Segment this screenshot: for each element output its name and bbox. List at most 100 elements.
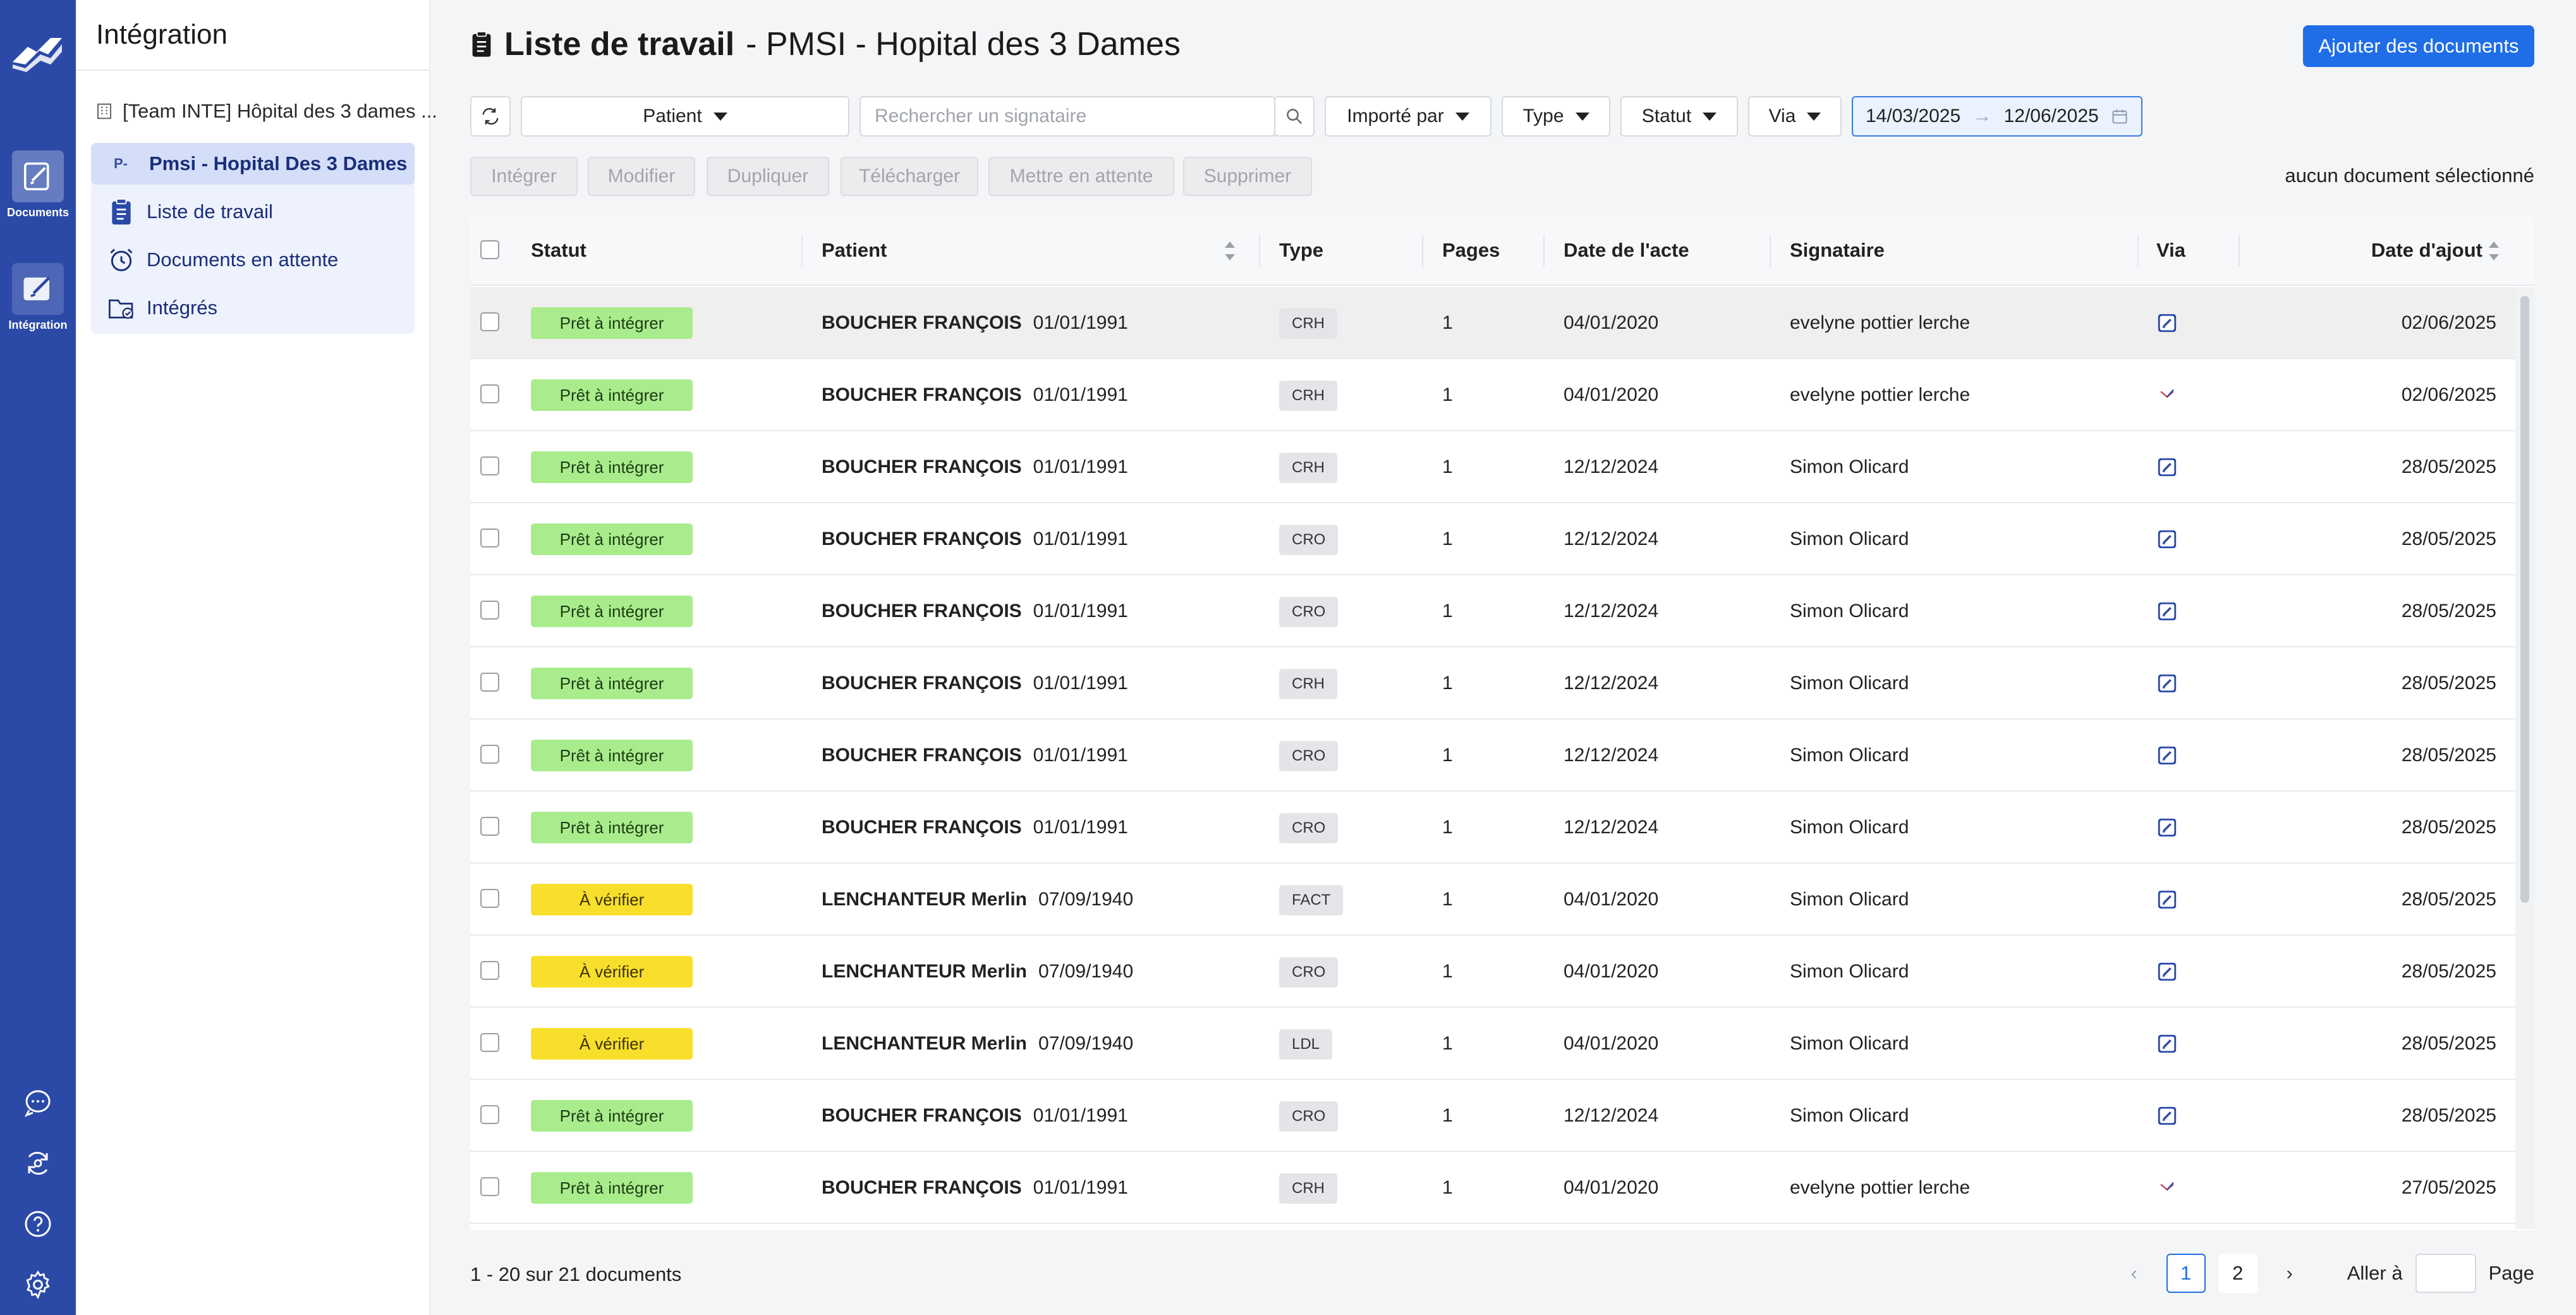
patient-cell[interactable]: LENCHANTEUR Merlin 07/09/1940: [822, 864, 1133, 936]
row-checkbox[interactable]: [480, 817, 499, 836]
column-header-status[interactable]: Statut: [531, 239, 586, 261]
patient-cell[interactable]: BOUCHER FRANÇOIS 01/01/1991: [822, 575, 1128, 647]
column-header-patient[interactable]: Patient: [822, 239, 887, 261]
table-row[interactable]: À vérifier LENCHANTEUR Merlin 07/09/1940 CR…: [470, 936, 2515, 1008]
column-header-pages[interactable]: Pages: [1442, 239, 1500, 261]
table-row[interactable]: Prêt à intégrer BOUCHER FRANÇOIS 01/01/199…: [470, 575, 2515, 647]
table-row[interactable]: À vérifier LENCHANTEUR Merlin 07/09/1940 FA…: [470, 864, 2515, 936]
patient-cell[interactable]: BOUCHER FRANÇOIS 01/01/1991: [822, 503, 1128, 575]
previous-page-icon[interactable]: ‹: [2130, 1262, 2137, 1284]
sort-icon[interactable]: [1225, 242, 1235, 260]
act-date-cell: 12/12/2024: [1564, 529, 1659, 549]
row-checkbox[interactable]: [480, 673, 499, 692]
row-checkbox[interactable]: [480, 1033, 499, 1052]
sync-icon[interactable]: [23, 1148, 53, 1178]
modify-button[interactable]: Modifier: [588, 157, 695, 196]
download-button[interactable]: Télécharger: [841, 157, 978, 196]
table-row[interactable]: Prêt à intégrer BOUCHER FRANÇOIS 01/01/199…: [470, 503, 2515, 575]
table-scrollbar[interactable]: [2515, 287, 2534, 1229]
column-header-via[interactable]: Via: [2156, 239, 2185, 261]
search-button[interactable]: [1274, 96, 1315, 137]
patient-cell[interactable]: BOUCHER FRANÇOIS 01/01/1991: [822, 792, 1128, 864]
patient-dropdown[interactable]: Patient: [521, 96, 849, 137]
table-row[interactable]: Prêt à intégrer BOUCHER FRANÇOIS 01/01/199…: [470, 647, 2515, 719]
column-divider: [2239, 235, 2240, 267]
column-header-type[interactable]: Type: [1279, 239, 1324, 261]
row-checkbox[interactable]: [480, 1105, 499, 1124]
imported-by-dropdown[interactable]: Importé par: [1325, 96, 1492, 137]
patient-cell[interactable]: BOUCHER FRANÇOIS 01/01/1991: [822, 719, 1128, 792]
row-checkbox[interactable]: [480, 601, 499, 620]
sidebar-item-worklist[interactable]: Liste de travail: [91, 191, 415, 233]
signer-cell: Simon Olicard: [1790, 961, 1909, 982]
row-checkbox[interactable]: [480, 961, 499, 980]
duplicate-button[interactable]: Dupliquer: [707, 157, 829, 196]
date-range-arrow: →: [1972, 106, 1992, 126]
patient-cell[interactable]: BOUCHER FRANÇOIS 01/01/1991: [822, 287, 1128, 359]
next-page-icon[interactable]: ›: [2286, 1262, 2293, 1284]
table-row[interactable]: À vérifier LENCHANTEUR Merlin 07/09/1940 LD…: [470, 1008, 2515, 1080]
sidebar-item-integrated[interactable]: Intégrés: [91, 287, 415, 329]
date-range-picker[interactable]: 14/03/2025 → 12/06/2025: [1852, 96, 2142, 137]
table-row[interactable]: Prêt à intégrer BOUCHER FRANÇOIS 01/01/199…: [470, 431, 2515, 503]
pages-cell: 1: [1442, 1105, 1453, 1126]
rail-item-documents[interactable]: Documents: [0, 150, 76, 219]
row-checkbox[interactable]: [480, 312, 499, 331]
add-documents-button[interactable]: Ajouter des documents: [2303, 25, 2534, 67]
chat-icon[interactable]: [23, 1087, 53, 1118]
settings-gear-icon[interactable]: [23, 1269, 53, 1300]
main-content: Liste de travail - PMSI - Hopital des 3 …: [430, 0, 2576, 1315]
table-row[interactable]: Prêt à intégrer BOUCHER FRANÇOIS 01/01/199…: [470, 792, 2515, 864]
signer-search-input[interactable]: Rechercher un signataire: [860, 96, 1275, 137]
divider: [76, 70, 430, 71]
team-selector[interactable]: [Team INTE] Hôpital des 3 dames ...: [95, 100, 437, 123]
table-row[interactable]: Prêt à intégrer BOUCHER FRANÇOIS 01/01/199…: [470, 1080, 2515, 1152]
patient-cell[interactable]: BOUCHER FRANÇOIS 01/01/1991: [822, 1080, 1128, 1152]
patient-cell[interactable]: LENCHANTEUR Merlin 07/09/1940: [822, 936, 1133, 1008]
row-checkbox[interactable]: [480, 1177, 499, 1196]
integrate-button[interactable]: Intégrer: [470, 157, 578, 196]
select-all-checkbox[interactable]: [480, 240, 499, 259]
app-logo-icon[interactable]: [9, 33, 66, 73]
page-button[interactable]: 2: [2218, 1254, 2257, 1293]
row-checkbox[interactable]: [480, 745, 499, 764]
status-dropdown[interactable]: Statut: [1620, 96, 1738, 137]
row-checkbox[interactable]: [480, 529, 499, 547]
document-count: 1 - 20 sur 21 documents: [470, 1263, 682, 1285]
goto-page-input[interactable]: [2415, 1254, 2476, 1293]
date-from[interactable]: 14/03/2025: [1866, 106, 1961, 126]
via-label: Via: [1768, 106, 1796, 126]
table-row[interactable]: Prêt à intégrer BOUCHER FRANÇOIS 01/01/199…: [470, 287, 2515, 359]
sidebar-item-label: Liste de travail: [147, 200, 273, 223]
row-checkbox[interactable]: [480, 384, 499, 403]
patient-cell[interactable]: LENCHANTEUR Merlin 07/09/1940: [822, 1008, 1133, 1080]
row-checkbox[interactable]: [480, 456, 499, 475]
refresh-button[interactable]: [470, 96, 511, 137]
patient-cell[interactable]: BOUCHER FRANÇOIS 01/01/1991: [822, 1152, 1128, 1224]
column-header-act-date[interactable]: Date de l'acte: [1564, 239, 1689, 261]
page-button-current[interactable]: 1: [2166, 1254, 2206, 1293]
patient-cell[interactable]: BOUCHER FRANÇOIS 01/01/1991: [822, 431, 1128, 503]
sidebar-item-pmsi[interactable]: P- Pmsi - Hopital Des 3 Dames: [91, 143, 415, 185]
date-to[interactable]: 12/06/2025: [2003, 106, 2099, 126]
column-header-added-date[interactable]: Date d'ajout: [2371, 239, 2482, 261]
row-checkbox[interactable]: [480, 889, 499, 908]
table-row[interactable]: Prêt à intégrer BOUCHER FRANÇOIS 01/01/199…: [470, 719, 2515, 792]
patient-birthdate: 01/01/1991: [1033, 817, 1128, 838]
column-header-signer[interactable]: Signataire: [1790, 239, 1885, 261]
delete-button[interactable]: Supprimer: [1183, 157, 1312, 196]
caret-down-icon: [1575, 112, 1589, 121]
help-icon[interactable]: [23, 1209, 53, 1239]
rail-item-integration[interactable]: Intégration: [0, 263, 76, 332]
table-row[interactable]: Prêt à intégrer BOUCHER FRANÇOIS 01/01/199…: [470, 1152, 2515, 1224]
put-on-hold-button[interactable]: Mettre en attente: [988, 157, 1174, 196]
table-row[interactable]: Prêt à intégrer BOUCHER FRANÇOIS 01/01/199…: [470, 359, 2515, 431]
patient-cell[interactable]: BOUCHER FRANÇOIS 01/01/1991: [822, 359, 1128, 431]
scrollbar-thumb[interactable]: [2520, 296, 2529, 903]
type-dropdown[interactable]: Type: [1502, 96, 1610, 137]
patient-cell[interactable]: BOUCHER FRANÇOIS 01/01/1991: [822, 647, 1128, 719]
sort-icon[interactable]: [2489, 242, 2499, 260]
sidebar-item-pending[interactable]: Documents en attente: [91, 239, 415, 281]
via-dropdown[interactable]: Via: [1748, 96, 1842, 137]
patient-name: BOUCHER FRANÇOIS: [822, 1177, 1022, 1198]
